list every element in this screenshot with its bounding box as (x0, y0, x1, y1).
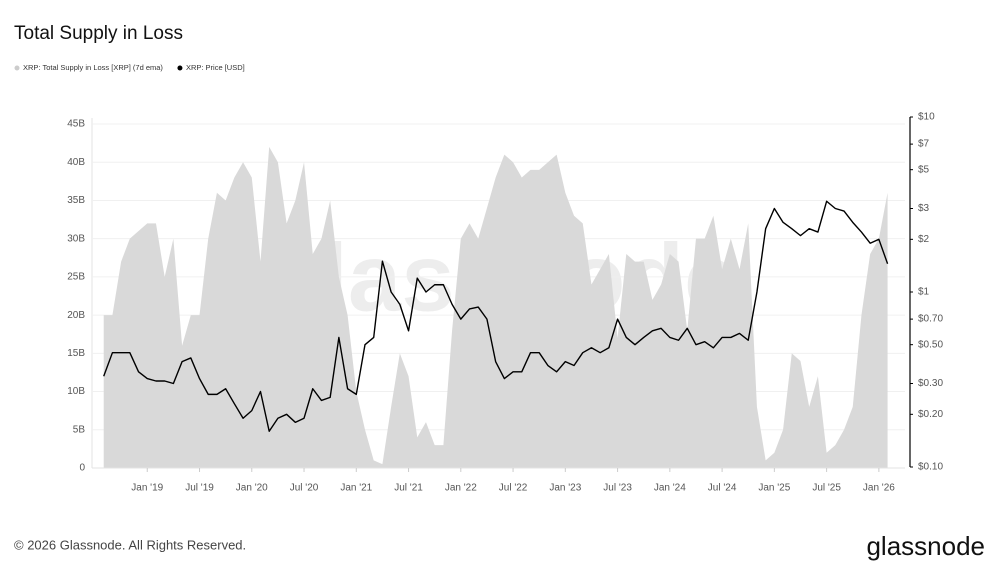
logo: glassnode (866, 531, 985, 561)
y2-tick-label: $0.10 (918, 462, 943, 473)
x-tick-label: Jan '23 (549, 483, 581, 494)
chart-title: Total Supply in Loss (14, 23, 183, 44)
x-tick-label: Jan '25 (758, 483, 790, 494)
x-tick-label: Jan '20 (236, 483, 268, 494)
y2-tick-label: $5 (918, 164, 930, 175)
x-tick-label: Jul '19 (185, 483, 214, 494)
legend-marker (177, 65, 183, 71)
x-tick-label: Jul '23 (603, 483, 632, 494)
x-tick-label: Jan '21 (340, 483, 372, 494)
y-tick-label: 20B (67, 310, 85, 321)
y-tick-label: 35B (67, 195, 85, 206)
supply-area (103, 146, 888, 468)
y-tick-label: 45B (67, 119, 85, 130)
x-tick-label: Jul '22 (499, 483, 528, 494)
y2-tick-label: $2 (918, 234, 930, 245)
y-tick-label: 0 (79, 463, 85, 474)
y2-tick-label: $0.20 (918, 409, 943, 420)
x-tick-label: Jul '20 (290, 483, 319, 494)
y-tick-label: 40B (67, 157, 85, 168)
legend-label: XRP: Price [USD] (186, 63, 245, 72)
y-tick-label: 25B (67, 272, 85, 283)
x-tick-label: Jul '24 (708, 483, 737, 494)
plot (103, 146, 889, 468)
x-tick-label: Jul '25 (812, 483, 841, 494)
legend-label: XRP: Total Supply in Loss [XRP] (7d ema) (23, 63, 163, 72)
x-tick-label: Jan '26 (863, 483, 895, 494)
y2-tick-label: $7 (918, 139, 930, 150)
copyright: © 2026 Glassnode. All Rights Reserved. (14, 537, 246, 552)
y2-tick-label: $0.50 (918, 339, 943, 350)
x-tick-label: Jan '22 (445, 483, 477, 494)
y-tick-label: 30B (67, 233, 85, 244)
y2-tick-label: $0.30 (918, 378, 943, 389)
x-tick-label: Jan '19 (131, 483, 163, 494)
legend-marker (14, 65, 20, 71)
x-tick-label: Jul '21 (394, 483, 423, 494)
price-line (103, 200, 889, 432)
y-tick-label: 10B (67, 386, 85, 397)
y2-tick-label: $10 (918, 112, 935, 123)
y-tick-label: 15B (67, 348, 85, 359)
y2-tick-label: $1 (918, 287, 930, 298)
y-tick-label: 5B (73, 424, 86, 435)
y2-tick-label: $0.70 (918, 314, 943, 325)
x-tick-label: Jan '24 (654, 483, 686, 494)
y2-tick-label: $3 (918, 203, 930, 214)
